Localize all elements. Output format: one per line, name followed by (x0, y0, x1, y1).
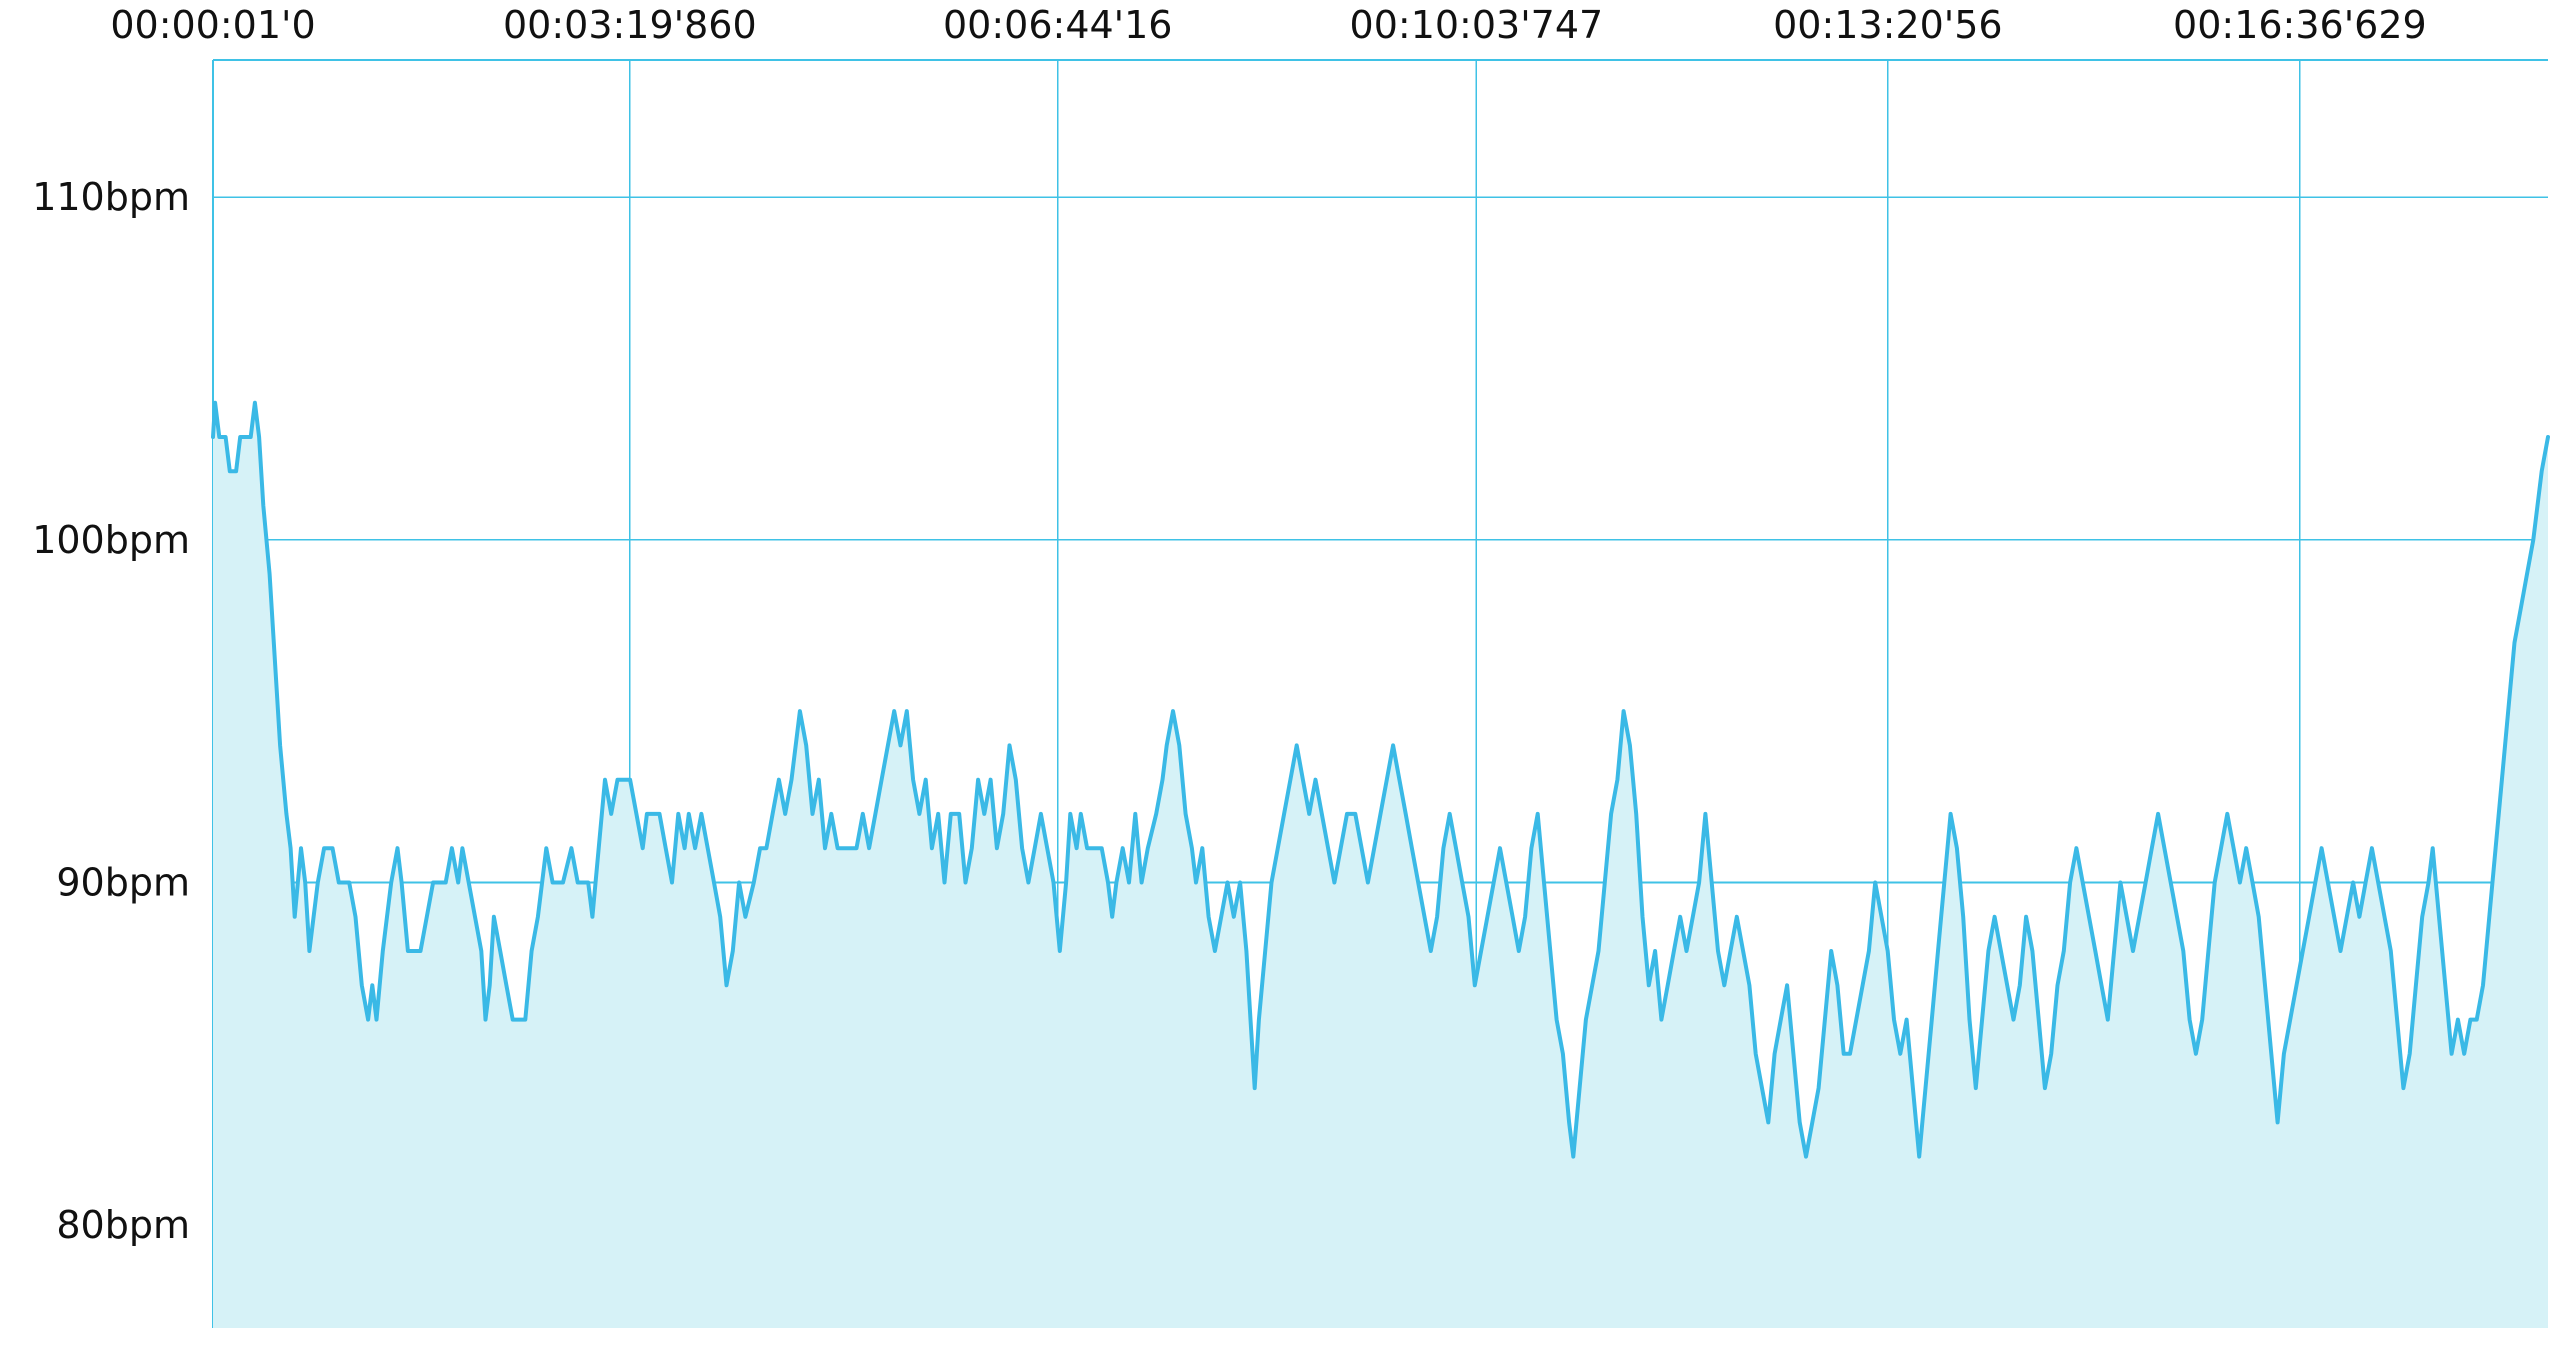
y-axis-labels: 80bpm 90bpm 100bpm 110bpm (32, 175, 190, 1247)
y-tick-label: 80bpm (56, 1203, 190, 1247)
x-tick-label: 00:03:19'860 (503, 3, 757, 47)
x-tick-label: 00:16:36'629 (2173, 3, 2427, 47)
x-axis-labels: 00:00:01'0 00:03:19'860 00:06:44'16 00:10:0… (110, 3, 2426, 47)
x-tick-label: 00:10:03'747 (1350, 3, 1604, 47)
x-tick-label: 00:00:01'0 (110, 3, 315, 47)
x-tick-label: 00:06:44'16 (943, 3, 1172, 47)
heart-rate-line (211, 400, 2550, 1159)
y-tick-label: 90bpm (56, 860, 190, 904)
y-tick-label: 100bpm (32, 518, 190, 562)
x-tick-label: 00:13:20'56 (1773, 3, 2002, 47)
y-tick-label: 110bpm (32, 175, 190, 219)
heart-rate-area (213, 402, 2548, 1328)
